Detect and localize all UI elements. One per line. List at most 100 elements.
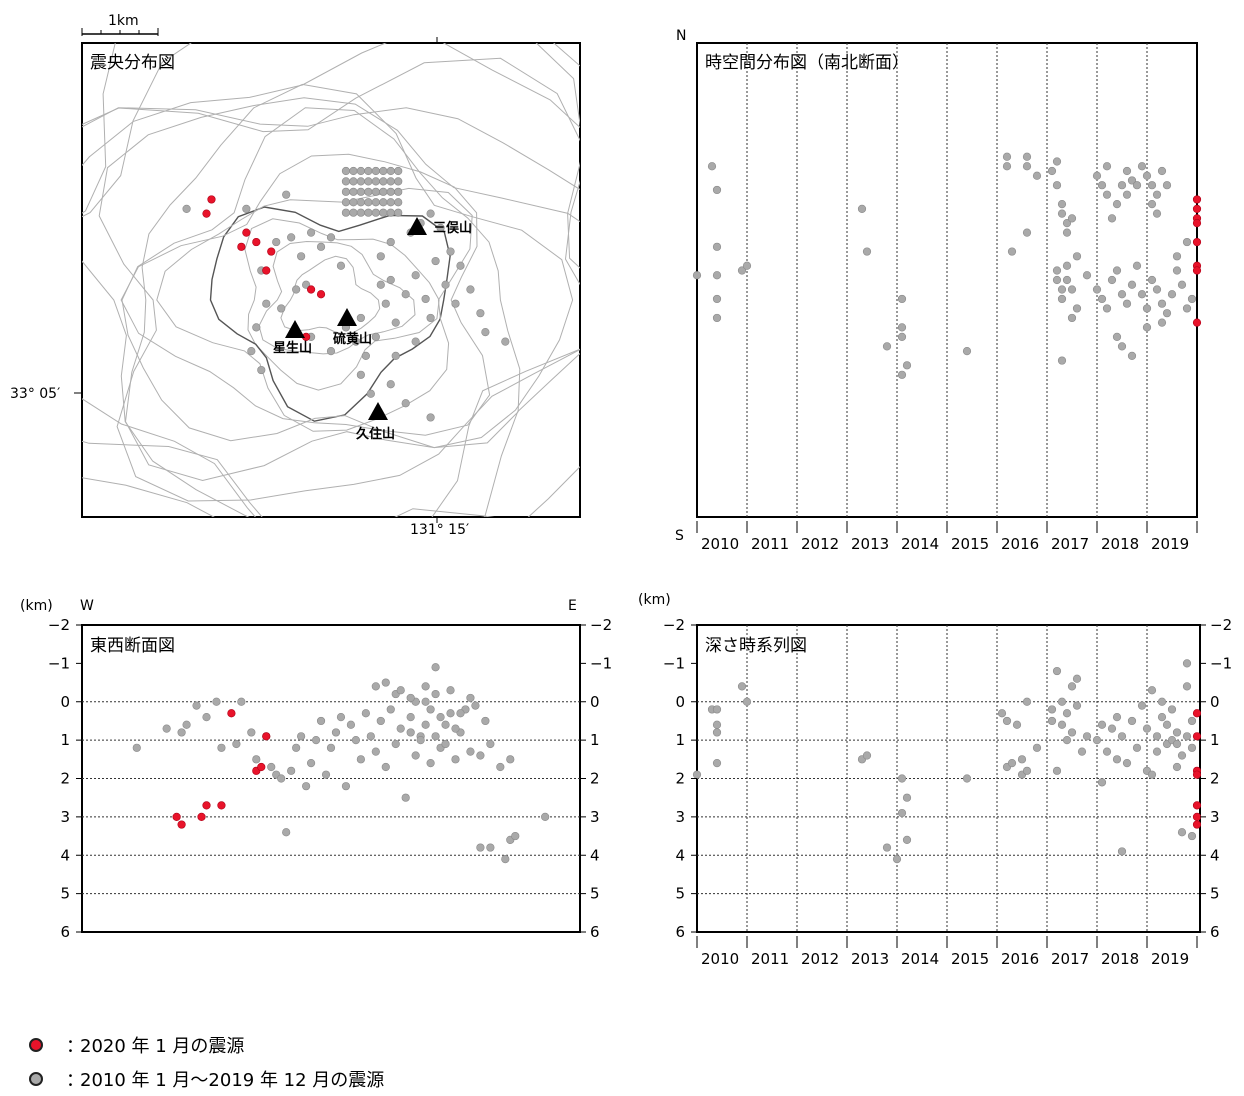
dt-point-past xyxy=(892,854,902,864)
ew-point-past xyxy=(356,755,365,764)
dt-point-past xyxy=(1112,755,1122,764)
ns-point-past xyxy=(1112,266,1122,275)
ns-point-past xyxy=(712,271,722,280)
y-tick-label: 6 xyxy=(60,923,70,941)
x-tick-label: 2018 xyxy=(1101,950,1139,968)
epicenter-past xyxy=(386,198,395,207)
epicenter-past xyxy=(356,208,365,217)
ns-point-past xyxy=(1002,152,1012,161)
epicenter-past xyxy=(476,309,485,318)
epicenter-past xyxy=(426,413,435,422)
ns-point-past xyxy=(712,185,722,195)
dt-point-past xyxy=(897,808,907,818)
x-tick-label: 2015 xyxy=(951,535,989,553)
ew-point-past xyxy=(247,728,256,737)
ew-point-past xyxy=(212,697,221,706)
ew-point-past xyxy=(267,762,276,772)
dt-x-ticks: 2010 2011 2012 2013 2014 2015 2016 2017 2018 2019 xyxy=(696,936,1198,968)
ns-point-recent xyxy=(1192,204,1202,213)
ns-point-past xyxy=(1072,304,1082,313)
y-tick-label: 4 xyxy=(60,846,70,864)
ns-point-past xyxy=(1102,162,1112,171)
ew-point-past xyxy=(351,736,361,745)
dt-point-past xyxy=(692,770,702,779)
ns-point-past xyxy=(882,342,892,351)
ew-point-past xyxy=(406,712,415,722)
y-tick-label: 0 xyxy=(1210,693,1220,711)
epicenter-past xyxy=(451,299,460,308)
ew-point-past xyxy=(486,843,495,852)
scale-bar: 1km xyxy=(81,13,159,36)
ns-point-past xyxy=(1187,294,1197,304)
epicenter-past xyxy=(257,365,266,375)
x-tick-label: 2014 xyxy=(901,950,939,968)
y-tick-label: 1 xyxy=(60,731,70,749)
dt-point-past xyxy=(1067,682,1077,691)
peak-triangle-icon xyxy=(407,217,427,235)
peak-label: 硫黄山 xyxy=(333,331,372,347)
dt-point-past xyxy=(1077,747,1087,756)
epicenter-past xyxy=(277,304,286,313)
epicenter-past xyxy=(356,198,365,207)
ns-n-label: N xyxy=(676,28,686,44)
dt-point-past xyxy=(1157,712,1167,722)
ew-point-past xyxy=(476,843,485,852)
dt-point-past xyxy=(1172,762,1182,772)
y-tick-label: 4 xyxy=(590,846,600,864)
ew-point-past xyxy=(376,716,385,726)
peak-label: 星生山 xyxy=(273,340,312,356)
ew-point-past xyxy=(401,793,410,802)
epicenter-past xyxy=(421,294,430,304)
ew-point-past xyxy=(481,716,490,726)
epicenter-past xyxy=(349,198,358,207)
epicenter-recent xyxy=(202,209,211,218)
ns-point-past xyxy=(1092,171,1102,180)
ew-point-past xyxy=(436,712,445,722)
scale-bar-label: 1km xyxy=(108,13,139,29)
y-tick-label: −2 xyxy=(1210,616,1232,634)
ns-point-past xyxy=(1152,209,1162,218)
dt-point-past xyxy=(862,751,872,760)
dt-point-past xyxy=(1002,716,1012,726)
y-tick-label: 3 xyxy=(1210,808,1220,826)
ew-w-label: W xyxy=(80,598,94,614)
legend-item-recent: ： 2020 年 1 月の震源 xyxy=(22,1032,622,1062)
ew-point-past xyxy=(177,728,186,737)
x-tick-label: 2019 xyxy=(1151,950,1189,968)
red-circle-icon xyxy=(29,1038,43,1052)
ns-point-past xyxy=(1167,290,1177,299)
ew-point-past xyxy=(386,705,395,714)
dt-point-past xyxy=(1147,770,1157,779)
dt-point-past xyxy=(712,705,722,714)
contour-line xyxy=(82,107,580,517)
ew-point-past xyxy=(446,686,455,695)
dt-point-past xyxy=(1047,705,1057,714)
contour-line xyxy=(244,218,440,391)
ns-point-past xyxy=(1162,309,1172,318)
ns-point-past xyxy=(1097,181,1107,190)
epicenter-past xyxy=(501,337,510,346)
dt-point-past xyxy=(1142,724,1152,733)
dt-point-past xyxy=(1067,728,1077,737)
contour-line xyxy=(124,83,574,482)
epicenter-past xyxy=(386,187,395,196)
ns-point-past xyxy=(1052,275,1062,285)
epicenter-past xyxy=(302,280,311,289)
epicenter-past xyxy=(182,204,191,213)
dt-point-past xyxy=(1057,697,1067,706)
ew-ylabel: (km) xyxy=(20,598,53,614)
ew-point-past xyxy=(252,755,261,764)
y-tick-label: −1 xyxy=(663,654,685,672)
ew-point-past xyxy=(202,712,211,722)
epicenter-past xyxy=(287,233,296,242)
dt-point-past xyxy=(1102,747,1112,756)
ew-point-recent xyxy=(217,801,226,810)
legend-colon: ： xyxy=(66,1070,84,1091)
ns-point-recent xyxy=(1192,219,1202,228)
ns-point-past xyxy=(1177,280,1187,289)
ew-point-past xyxy=(441,720,450,729)
ns-point-past xyxy=(1032,171,1042,180)
ew-point-past xyxy=(416,736,425,745)
y-tick-label: 4 xyxy=(1210,846,1220,864)
